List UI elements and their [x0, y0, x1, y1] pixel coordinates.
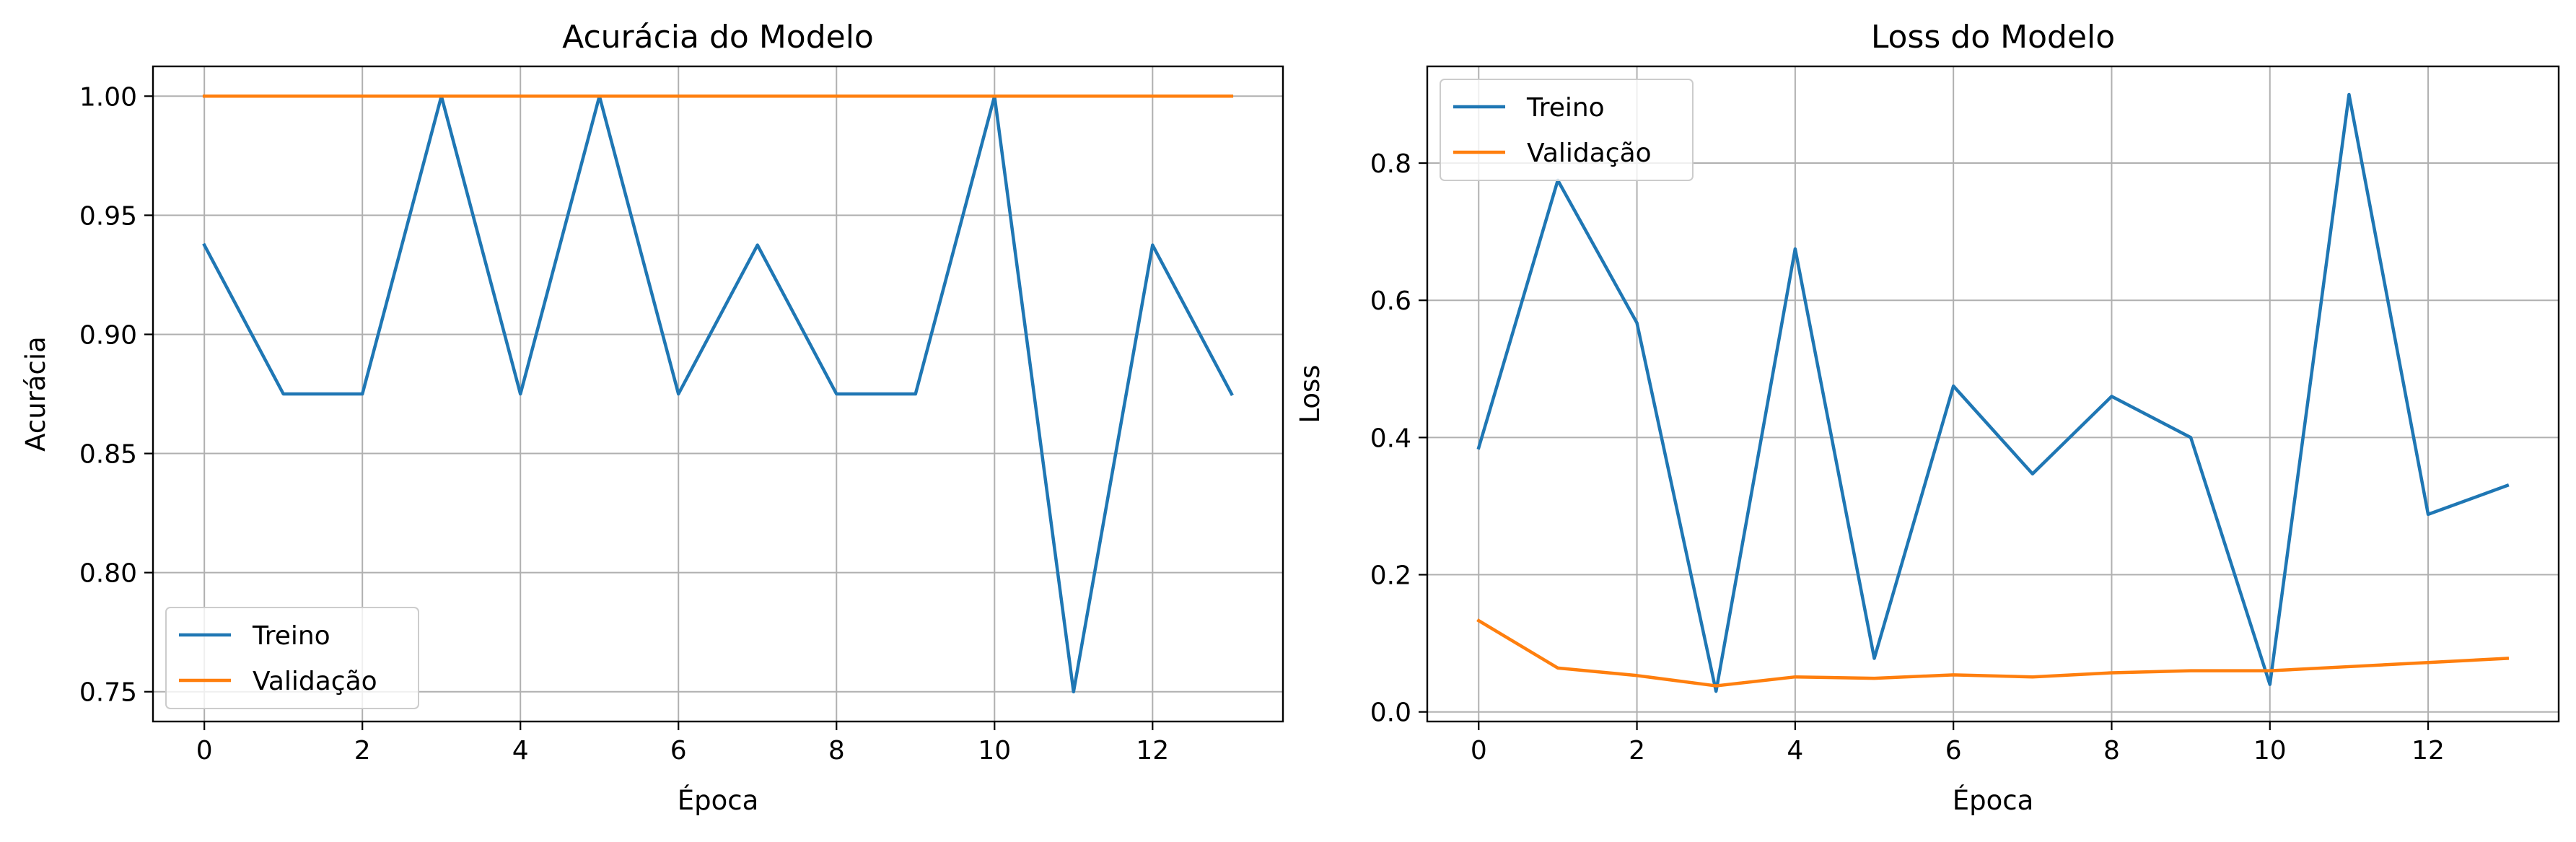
x-tick-label: 2: [354, 736, 371, 766]
legend: Treino Validação: [1440, 79, 1694, 181]
accuracy-chart: Acurácia do Modelo Época Acurácia 0 2 4 6 8 1…: [20, 19, 1284, 816]
y-axis-label: Acurácia: [20, 336, 51, 452]
x-tick-label: 6: [1945, 736, 1962, 766]
legend: Treino Validação: [165, 607, 419, 709]
y-tick-label: 0.80: [79, 559, 137, 589]
x-tick-label: 0: [196, 736, 213, 766]
legend-label: Treino: [252, 621, 330, 651]
chart-title: Loss do Modelo: [1871, 19, 2115, 56]
y-tick-label: 1.00: [79, 82, 137, 112]
legend-box: [1440, 79, 1694, 181]
y-tick-label: 0.4: [1370, 424, 1411, 453]
chart-title: Acurácia do Modelo: [562, 19, 874, 56]
x-tick-label: 12: [2411, 736, 2445, 766]
axis-ticks: 0 2 4 6 8 10 12 0.0 0.2 0.4 0.6 0.8: [1370, 149, 2445, 766]
y-tick-label: 0.8: [1370, 149, 1411, 179]
series-line-treino: [202, 95, 1234, 693]
legend-box: [165, 607, 419, 709]
y-tick-label: 0.75: [79, 678, 137, 708]
y-tick-label: 0.6: [1370, 286, 1411, 316]
y-tick-label: 0.2: [1370, 561, 1411, 591]
y-tick-label: 0.95: [79, 201, 137, 231]
series-line-validacao: [1476, 618, 2510, 688]
x-tick-label: 10: [978, 736, 1011, 766]
y-tick-label: 0.0: [1370, 698, 1411, 728]
plot-frame: [1426, 65, 2560, 723]
legend-label: Validação: [1527, 139, 1652, 168]
x-tick-label: 8: [828, 736, 845, 766]
y-tick-label: 0.90: [79, 320, 137, 350]
x-tick-label: 12: [1136, 736, 1169, 766]
x-tick-label: 10: [2253, 736, 2287, 766]
y-tick-label: 0.85: [79, 440, 137, 470]
x-axis-label: Época: [1953, 784, 2034, 816]
x-tick-label: 2: [1629, 736, 1645, 766]
x-tick-label: 6: [670, 736, 687, 766]
legend-label: Treino: [1526, 93, 1605, 123]
x-tick-label: 0: [1471, 736, 1487, 766]
series-line-treino: [1476, 92, 2510, 693]
x-axis-label: Época: [678, 784, 759, 816]
plot-frame: [152, 65, 1284, 723]
x-tick-label: 4: [1787, 736, 1803, 766]
loss-chart: Loss do Modelo Época Loss 0 2 4 6 8 10 12 0.0 0.…: [1294, 19, 2560, 816]
axis-ticks: 0 2 4 6 8 10 12 0.75 0.80 0.85 0.90 0.95 1.00: [79, 82, 1169, 766]
x-tick-label: 4: [512, 736, 529, 766]
x-tick-label: 8: [2103, 736, 2120, 766]
legend-label: Validação: [253, 667, 377, 696]
y-axis-label: Loss: [1294, 364, 1326, 423]
